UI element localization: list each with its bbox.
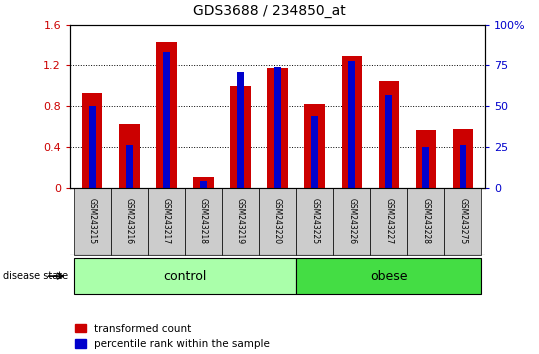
- Bar: [296, 188, 333, 255]
- Bar: [163, 52, 170, 188]
- Text: GSM243215: GSM243215: [88, 198, 97, 244]
- Bar: [126, 145, 133, 188]
- Bar: [156, 42, 177, 188]
- Bar: [222, 188, 259, 255]
- Bar: [305, 104, 325, 188]
- Bar: [460, 145, 466, 188]
- Text: GDS3688 / 234850_at: GDS3688 / 234850_at: [193, 4, 346, 18]
- Text: obese: obese: [370, 270, 407, 282]
- Bar: [274, 67, 281, 188]
- Bar: [111, 188, 148, 255]
- Bar: [378, 81, 399, 188]
- Bar: [423, 147, 429, 188]
- Text: GSM243225: GSM243225: [310, 198, 319, 244]
- Bar: [74, 188, 111, 255]
- Text: disease state: disease state: [3, 271, 68, 281]
- Text: control: control: [163, 270, 206, 282]
- Bar: [342, 56, 362, 188]
- Text: GSM243275: GSM243275: [458, 198, 467, 244]
- Bar: [267, 68, 288, 188]
- Text: GSM243216: GSM243216: [125, 198, 134, 244]
- Bar: [194, 177, 213, 188]
- Text: GSM243228: GSM243228: [421, 198, 430, 244]
- Bar: [200, 181, 207, 188]
- Bar: [185, 188, 222, 255]
- Bar: [348, 61, 355, 188]
- Bar: [74, 258, 296, 294]
- Bar: [296, 258, 481, 294]
- Legend: transformed count, percentile rank within the sample: transformed count, percentile rank withi…: [75, 324, 270, 349]
- Text: GSM243226: GSM243226: [347, 198, 356, 244]
- Bar: [407, 188, 444, 255]
- Bar: [148, 188, 185, 255]
- Bar: [333, 188, 370, 255]
- Text: GSM243219: GSM243219: [236, 198, 245, 244]
- Bar: [312, 116, 318, 188]
- Bar: [89, 106, 95, 188]
- Bar: [453, 129, 473, 188]
- Bar: [370, 188, 407, 255]
- Bar: [82, 93, 102, 188]
- Text: GSM243220: GSM243220: [273, 198, 282, 244]
- Bar: [237, 72, 244, 188]
- Bar: [385, 95, 392, 188]
- Bar: [259, 188, 296, 255]
- Text: GSM243227: GSM243227: [384, 198, 393, 244]
- Bar: [444, 188, 481, 255]
- Text: GSM243218: GSM243218: [199, 198, 208, 244]
- Bar: [230, 86, 251, 188]
- Bar: [119, 124, 140, 188]
- Text: GSM243217: GSM243217: [162, 198, 171, 244]
- Bar: [416, 130, 436, 188]
